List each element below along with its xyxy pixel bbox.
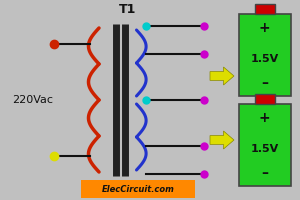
Text: T1: T1: [118, 3, 136, 16]
Text: +: +: [259, 111, 271, 125]
Bar: [255, 4, 275, 14]
Bar: [255, 94, 275, 104]
Bar: [81, 180, 195, 198]
Text: 1.5V: 1.5V: [250, 54, 279, 64]
Text: –: –: [261, 76, 268, 90]
Text: 220Vac: 220Vac: [12, 95, 53, 105]
Text: +: +: [259, 21, 271, 35]
Bar: [238, 104, 291, 186]
Text: 1.5V: 1.5V: [250, 144, 279, 154]
Text: –: –: [261, 166, 268, 180]
Polygon shape: [210, 67, 234, 85]
Text: ElecCircuit.com: ElecCircuit.com: [102, 184, 174, 194]
Polygon shape: [210, 131, 234, 149]
Bar: [238, 14, 291, 96]
